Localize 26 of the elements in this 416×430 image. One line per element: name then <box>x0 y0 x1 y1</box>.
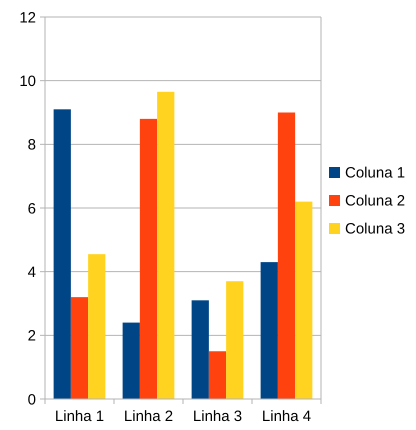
y-tick-label: 8 <box>28 136 36 154</box>
bar <box>226 281 244 399</box>
bar <box>88 254 106 399</box>
legend-label: Coluna 3 <box>345 220 406 238</box>
y-tick-label: 10 <box>19 72 36 90</box>
bar <box>157 92 174 399</box>
y-tick-label: 2 <box>28 328 36 345</box>
bar <box>122 322 140 399</box>
y-tick-label: 12 <box>19 9 36 26</box>
bar <box>70 297 88 399</box>
legend-label: Coluna 2 <box>345 192 406 210</box>
y-tick-label: 6 <box>28 200 36 218</box>
bar <box>260 262 278 399</box>
legend-label: Coluna 1 <box>345 164 406 182</box>
bar <box>140 118 158 399</box>
x-tick-label: Linha 2 <box>124 408 174 425</box>
x-tick-label: Linha 4 <box>262 408 312 425</box>
bar <box>278 112 296 399</box>
bar <box>295 202 312 399</box>
x-tick-label: Linha 3 <box>192 408 242 425</box>
bar <box>54 109 71 399</box>
bar <box>192 300 209 399</box>
y-tick-label: 4 <box>28 264 36 281</box>
y-tick-label: 0 <box>28 391 36 408</box>
x-tick-label: Linha 1 <box>54 408 104 425</box>
bar <box>208 351 226 399</box>
